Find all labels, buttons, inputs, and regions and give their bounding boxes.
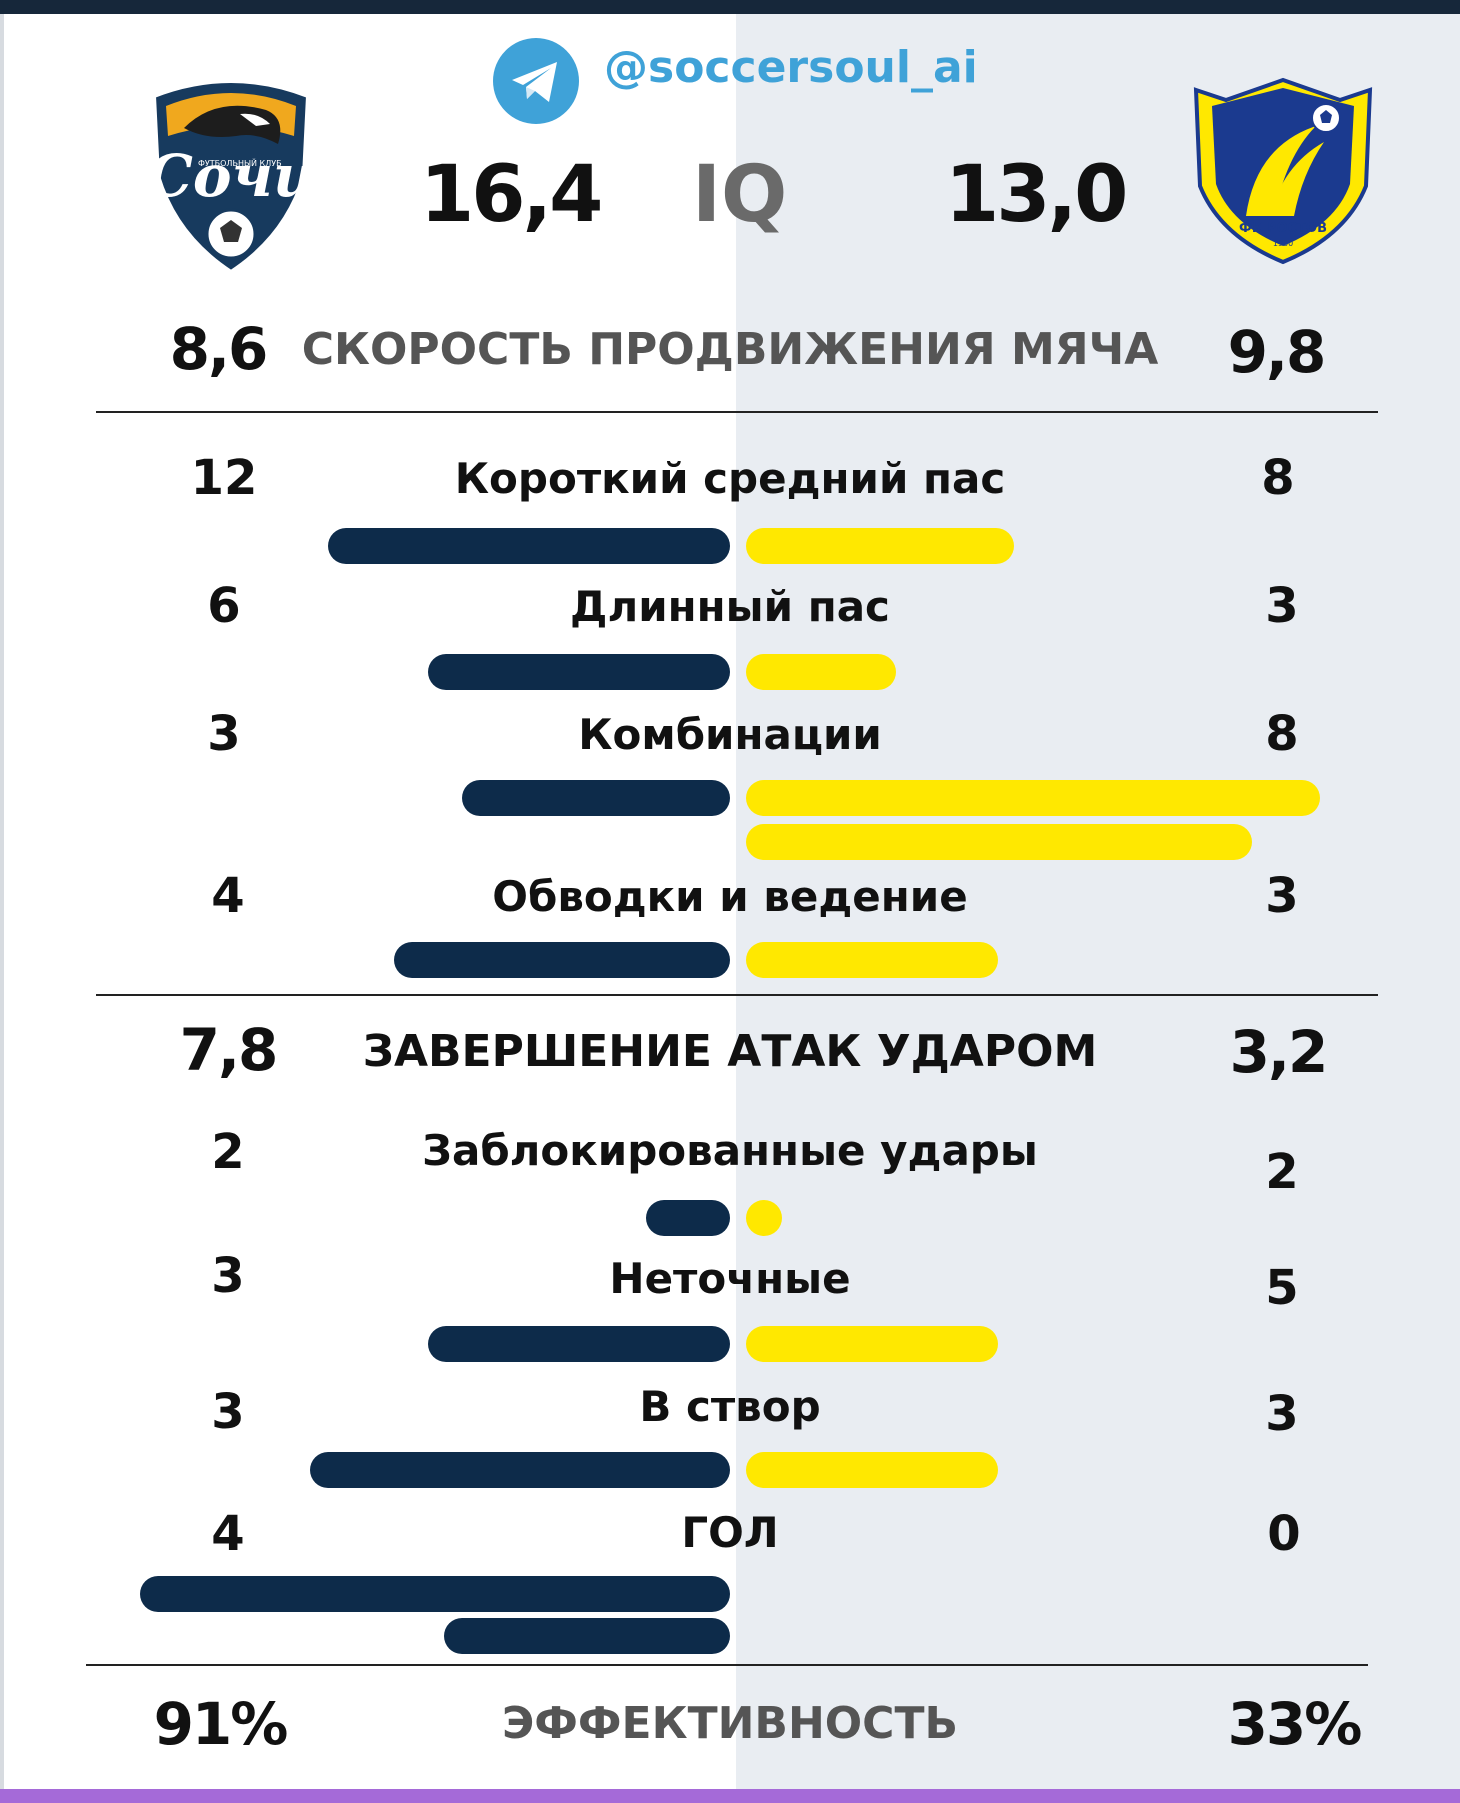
row-right-value: 3 <box>1265 868 1299 924</box>
section2-right-value: 3,2 <box>1229 1018 1329 1086</box>
sochi-logo-tagline: ФУТБОЛЬНЫЙ КЛУБ <box>198 157 282 168</box>
right-team-bar <box>746 780 1320 816</box>
left-team-bar <box>328 528 730 564</box>
section1-right-value: 9,8 <box>1227 318 1327 386</box>
telegram-handle[interactable]: @soccersoul_ai <box>604 42 978 93</box>
row-right-value: 3 <box>1265 1386 1299 1442</box>
right-team-bar <box>746 1452 998 1488</box>
row-left-value: 3 <box>211 1384 245 1440</box>
rostov-logo-year: 1930 <box>1273 239 1293 248</box>
right-team-bar <box>746 824 1252 860</box>
left-team-bar <box>428 654 730 690</box>
row-left-value: 12 <box>190 450 258 506</box>
row-right-value: 3 <box>1265 578 1299 634</box>
rostov-logo: ФК РОСТОВ 1930 <box>1193 77 1373 265</box>
section1-divider <box>96 411 1378 413</box>
iq-label: IQ <box>692 150 788 240</box>
left-team-bar <box>140 1576 730 1612</box>
section3-right-value: 33% <box>1227 1690 1363 1758</box>
row-right-value: 8 <box>1261 450 1295 506</box>
rostov-logo-text: ФК РОСТОВ <box>1239 221 1327 236</box>
section2-left-value: 7,8 <box>179 1016 279 1084</box>
row-label: Короткий средний пас <box>454 454 1006 503</box>
right-team-bar <box>746 654 896 690</box>
left-team-bar <box>444 1618 730 1654</box>
right-team-bar <box>746 942 998 978</box>
right-iq-score: 13,0 <box>945 150 1128 240</box>
section3-divider <box>86 1664 1368 1666</box>
sochi-logo-text: Сочи <box>147 142 315 210</box>
row-left-value: 6 <box>207 578 241 634</box>
section1-left-value: 8,6 <box>169 315 269 383</box>
row-right-value: 2 <box>1265 1144 1299 1200</box>
row-label: Обводки и ведение <box>492 872 968 921</box>
left-team-bar <box>428 1326 730 1362</box>
left-edge <box>0 14 4 1789</box>
section1-title: СКОРОСТЬ ПРОДВИЖЕНИЯ МЯЧА <box>301 324 1159 375</box>
telegram-icon[interactable] <box>493 38 579 124</box>
bottom-accent-bar <box>0 1789 1460 1803</box>
row-left-value: 3 <box>211 1248 245 1304</box>
right-team-bar <box>746 1326 998 1362</box>
right-team-bar <box>746 1200 782 1236</box>
row-label: Комбинации <box>578 710 882 759</box>
left-team-bar <box>462 780 730 816</box>
top-bar <box>0 0 1460 14</box>
row-left-value: 3 <box>207 706 241 762</box>
row-right-value: 5 <box>1265 1260 1299 1316</box>
left-team-bar <box>394 942 730 978</box>
right-team-bar <box>746 528 1014 564</box>
row-label: Длинный пас <box>570 582 890 631</box>
left-team-bar <box>310 1452 730 1488</box>
row-label: ГОЛ <box>681 1508 779 1557</box>
row-right-value: 0 <box>1267 1506 1301 1562</box>
row-left-value: 2 <box>211 1124 245 1180</box>
section2-divider <box>96 994 1378 996</box>
section2-title: ЗАВЕРШЕНИЕ АТАК УДАРОМ <box>362 1026 1098 1077</box>
row-right-value: 8 <box>1265 706 1299 762</box>
right-background-panel <box>736 14 1460 1789</box>
sochi-logo: Сочи ФУТБОЛЬНЫЙ КЛУБ <box>147 79 315 275</box>
left-iq-score: 16,4 <box>420 150 603 240</box>
section3-left-value: 91% <box>153 1690 289 1758</box>
row-left-value: 4 <box>211 1506 245 1562</box>
row-left-value: 4 <box>211 868 245 924</box>
row-label: Неточные <box>609 1254 851 1303</box>
section3-title: ЭФФЕКТИВНОСТЬ <box>501 1698 959 1749</box>
row-label: Заблокированные удары <box>422 1126 1038 1175</box>
row-label: В створ <box>639 1382 821 1431</box>
left-team-bar <box>646 1200 730 1236</box>
